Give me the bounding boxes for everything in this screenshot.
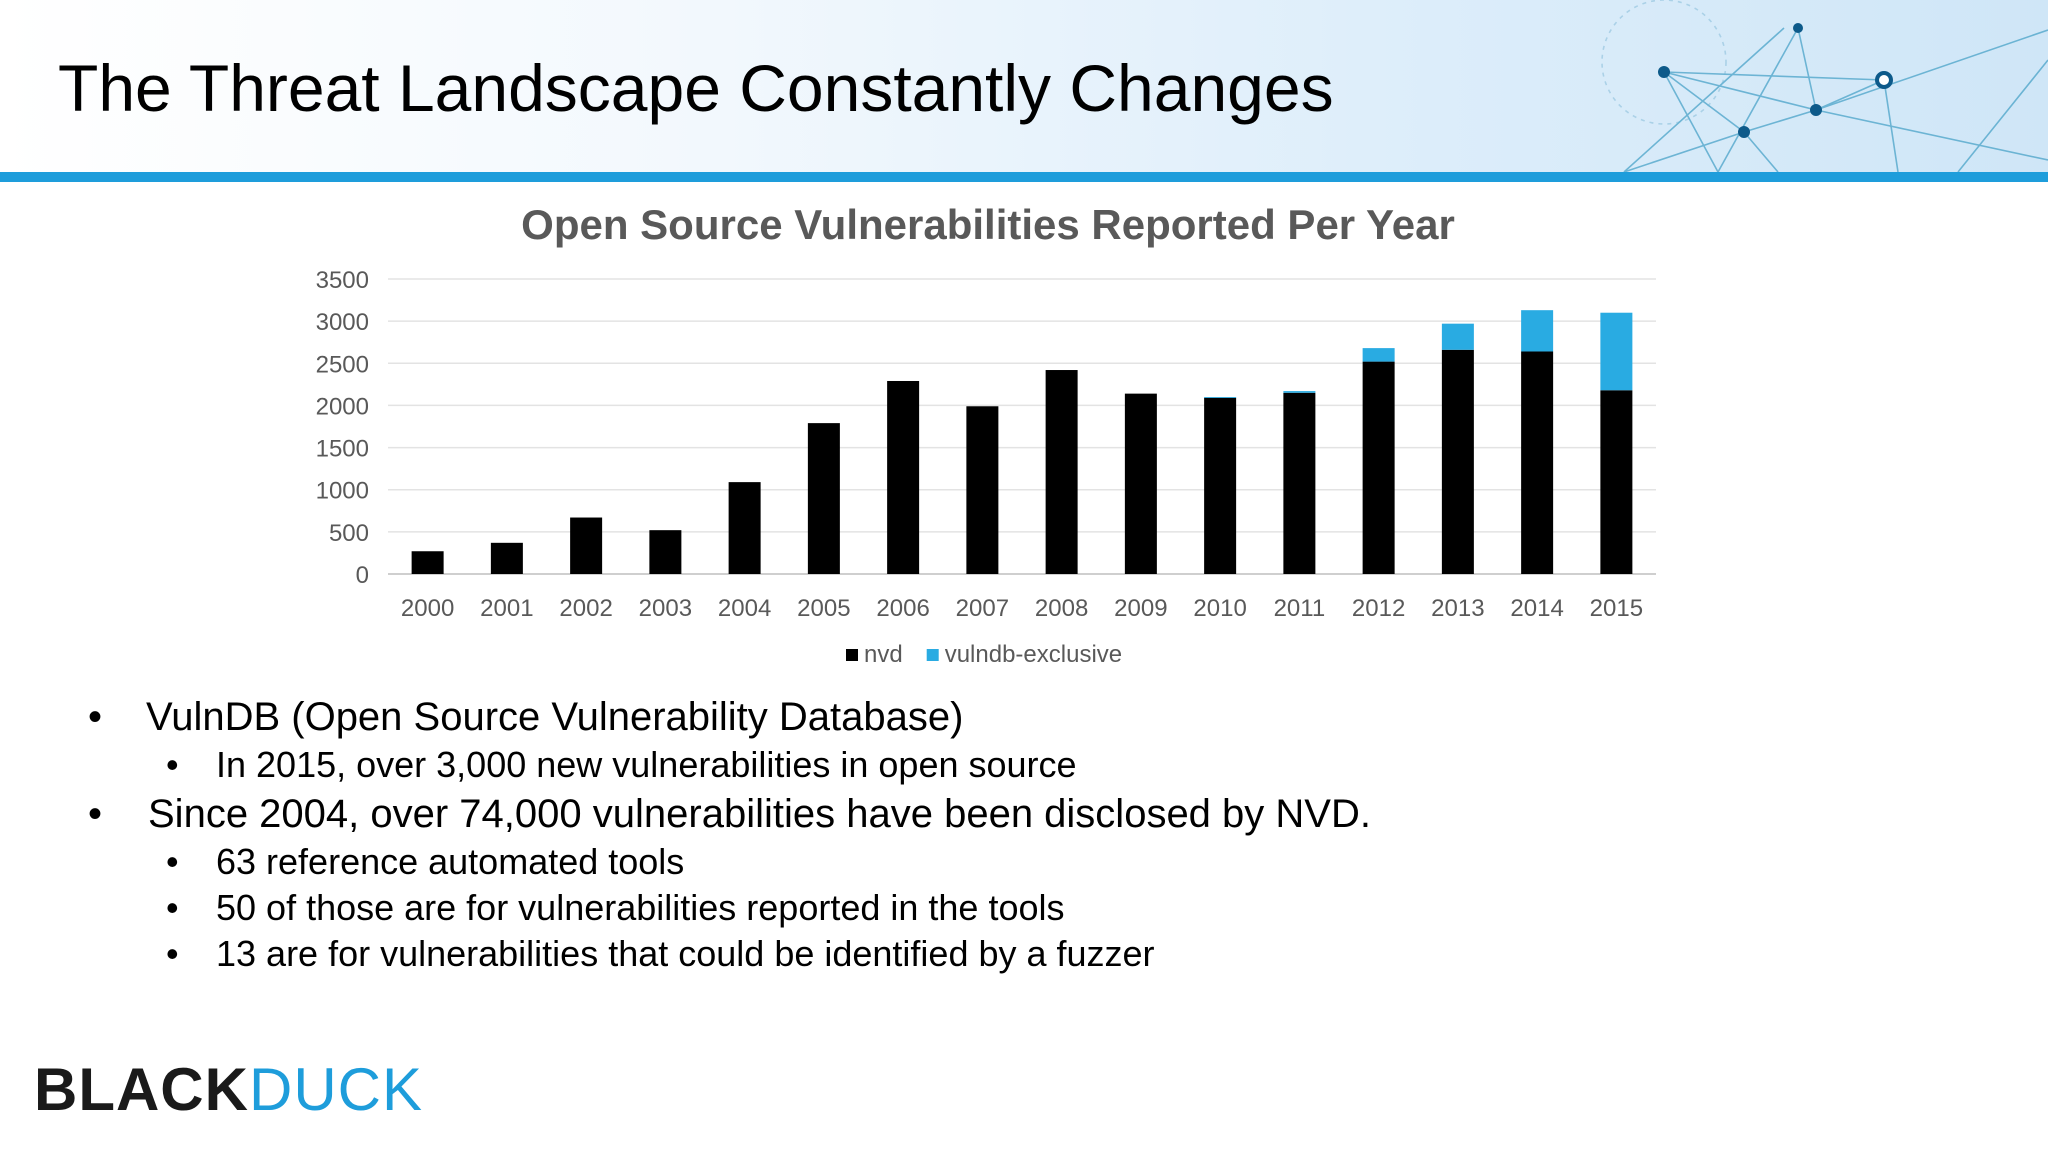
bullet-marker: • [88,792,103,836]
bullet-marker: • [166,933,179,974]
bullet-text: Since 2004, over 74,000 vulnerabilities … [148,792,1371,836]
bars [411,310,1633,574]
x-tick-label: 2013 [1431,595,1484,622]
y-tick-label: 3500 [316,267,369,294]
header-band [0,0,2048,172]
legend-swatch [846,649,858,661]
x-tick-label: 2005 [797,595,850,622]
legend-swatch [926,649,939,661]
y-axis-ticks: 0 500 1000 1500 2000 2500 3000 3500 [316,267,369,589]
bar-nvd-2011 [1283,392,1316,574]
bar-vulndb-exclusive-2012 [1362,348,1395,362]
bar-nvd-2002 [570,517,603,574]
x-tick-label: 2011 [1274,595,1326,622]
x-tick-label: 2007 [956,595,1009,622]
bar-nvd-2007 [966,406,999,574]
y-tick-label: 2000 [316,393,369,420]
bar-nvd-2008 [1045,370,1078,574]
bullet-text: In 2015, over 3,000 new vulnerabilities … [216,744,1077,785]
logo-duck-text: DUCK [248,1056,423,1123]
y-tick-label: 2500 [316,351,369,378]
bar-vulndb-exclusive-2014 [1521,310,1554,352]
x-tick-label: 2012 [1352,595,1405,622]
bar-nvd-2003 [649,530,682,574]
legend: nvd vulndb-exclusive [846,641,1122,668]
chart-title: Open Source Vulnerabilities Reported Per… [521,201,1455,248]
x-tick-label: 2002 [559,595,612,622]
bullet-text: 13 are for vulnerabilities that could be… [216,933,1155,974]
bar-nvd-2010 [1204,397,1237,574]
header-accent-rule [0,172,2048,182]
bullet-list: • VulnDB (Open Source Vulnerability Data… [0,690,2048,1010]
bar-nvd-2005 [807,423,840,574]
bullet-text: 50 of those are for vulnerabilities repo… [216,887,1065,928]
bar-nvd-2009 [1124,393,1157,574]
x-tick-label: 2003 [639,595,692,622]
bar-vulndb-exclusive-2010 [1204,397,1237,398]
network-graphic [1601,0,2048,172]
bullet-marker: • [166,887,179,928]
logo-black-text: BLACK [34,1056,249,1123]
bar-nvd-2013 [1441,349,1474,574]
x-tick-label: 2015 [1590,595,1643,622]
x-tick-label: 2009 [1114,595,1167,622]
x-tick-label: 2010 [1193,595,1246,622]
bar-chart: Open Source Vulnerabilities Reported Per… [316,201,1656,668]
y-tick-label: 3000 [316,309,369,336]
legend-label: nvd [864,641,903,668]
legend-label: vulndb-exclusive [945,641,1122,668]
slide-title: The Threat Landscape Constantly Changes [58,51,1334,125]
x-tick-label: 2001 [480,595,533,622]
bar-nvd-2015 [1600,390,1633,574]
x-tick-label: 2014 [1510,595,1563,622]
bullet-text: 63 reference automated tools [216,841,685,882]
bullet-text: VulnDB (Open Source Vulnerability Databa… [146,695,964,739]
bar-nvd-2006 [887,380,920,574]
x-tick-label: 2004 [718,595,771,622]
bullet-marker: • [166,841,179,882]
y-tick-label: 0 [356,562,369,589]
y-tick-label: 1000 [316,478,369,505]
bar-vulndb-exclusive-2015 [1600,312,1633,391]
bar-nvd-2004 [728,482,761,574]
y-tick-label: 1500 [316,436,369,463]
y-tick-label: 500 [329,520,369,547]
x-tick-label: 2000 [401,595,454,622]
bar-nvd-2012 [1362,361,1395,574]
x-tick-label: 2008 [1035,595,1088,622]
bullet-marker: • [88,695,103,739]
blackduck-logo: BLACKDUCK [34,1055,423,1124]
bullet-marker: • [166,744,179,785]
x-tick-label: 2006 [876,595,929,622]
bar-vulndb-exclusive-2011 [1283,391,1316,393]
bar-nvd-2000 [411,551,444,574]
bar-nvd-2001 [490,542,523,574]
bar-vulndb-exclusive-2013 [1441,323,1474,350]
bar-nvd-2014 [1521,351,1554,574]
x-axis-ticks: 2000 2001 2002 2003 2004 2005 2006 2007 2008 2009… [401,595,1643,622]
